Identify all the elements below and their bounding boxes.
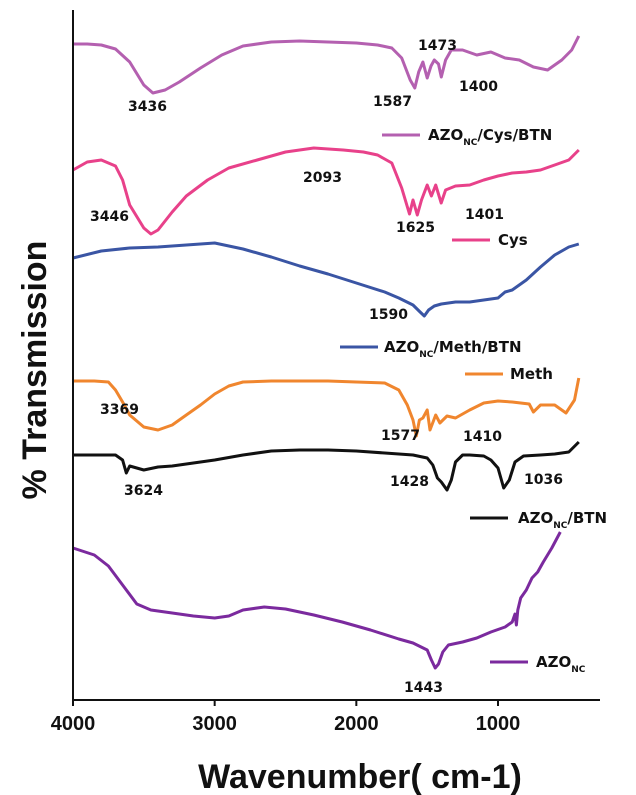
peak-label: 2093 <box>303 170 342 186</box>
legend: AZONC/Cys/BTN Cys AZONC/Meth/BTN Meth AZONC/… <box>340 126 607 675</box>
peak-label: 3446 <box>90 209 129 225</box>
x-axis-title: Wavenumber( cm-1) <box>198 758 522 795</box>
axes <box>72 10 600 701</box>
peak-label: 1577 <box>381 428 420 444</box>
legend-label-1: AZONC/Cys/BTN <box>428 126 552 148</box>
legend-label-6: AZONC <box>536 653 586 675</box>
peak-annotations: 3436 1587 1473 1400 3446 2093 1625 1401 1590 3369… <box>90 38 563 696</box>
peak-label: 1410 <box>463 429 502 445</box>
peak-label: 3624 <box>124 483 163 499</box>
x-ticks: 4000 3000 2000 1000 <box>51 700 521 735</box>
series-line-3 <box>72 241 580 318</box>
x-tick-label: 3000 <box>192 713 237 735</box>
legend-label-2: Cys <box>498 231 528 249</box>
x-tick-label: 2000 <box>334 713 379 735</box>
peak-label: 3369 <box>100 402 139 418</box>
series-line-2 <box>72 146 580 236</box>
peak-label: 1036 <box>524 472 563 488</box>
x-tick-label: 4000 <box>51 713 96 735</box>
peak-label: 1590 <box>369 307 408 323</box>
peak-label: 1587 <box>373 94 412 110</box>
series-line-4 <box>73 377 581 438</box>
series-layer <box>72 35 581 670</box>
x-tick-label: 1000 <box>476 713 521 735</box>
legend-label-3: AZONC/Meth/BTN <box>384 338 522 360</box>
peak-label: 3436 <box>128 99 167 115</box>
peak-label: 1400 <box>459 79 498 95</box>
legend-label-5: AZONC/BTN <box>518 509 607 531</box>
peak-label: 1428 <box>390 474 429 490</box>
legend-label-4: Meth <box>510 365 553 383</box>
series-line-6 <box>72 531 562 670</box>
series-line-1 <box>73 35 581 95</box>
series-line-5 <box>73 440 580 492</box>
peak-label: 1473 <box>418 38 457 54</box>
peak-label: 1625 <box>396 220 435 236</box>
peak-label: 1443 <box>404 680 443 696</box>
peak-label: 1401 <box>465 207 504 223</box>
y-axis-title: % Transmission <box>16 241 54 500</box>
